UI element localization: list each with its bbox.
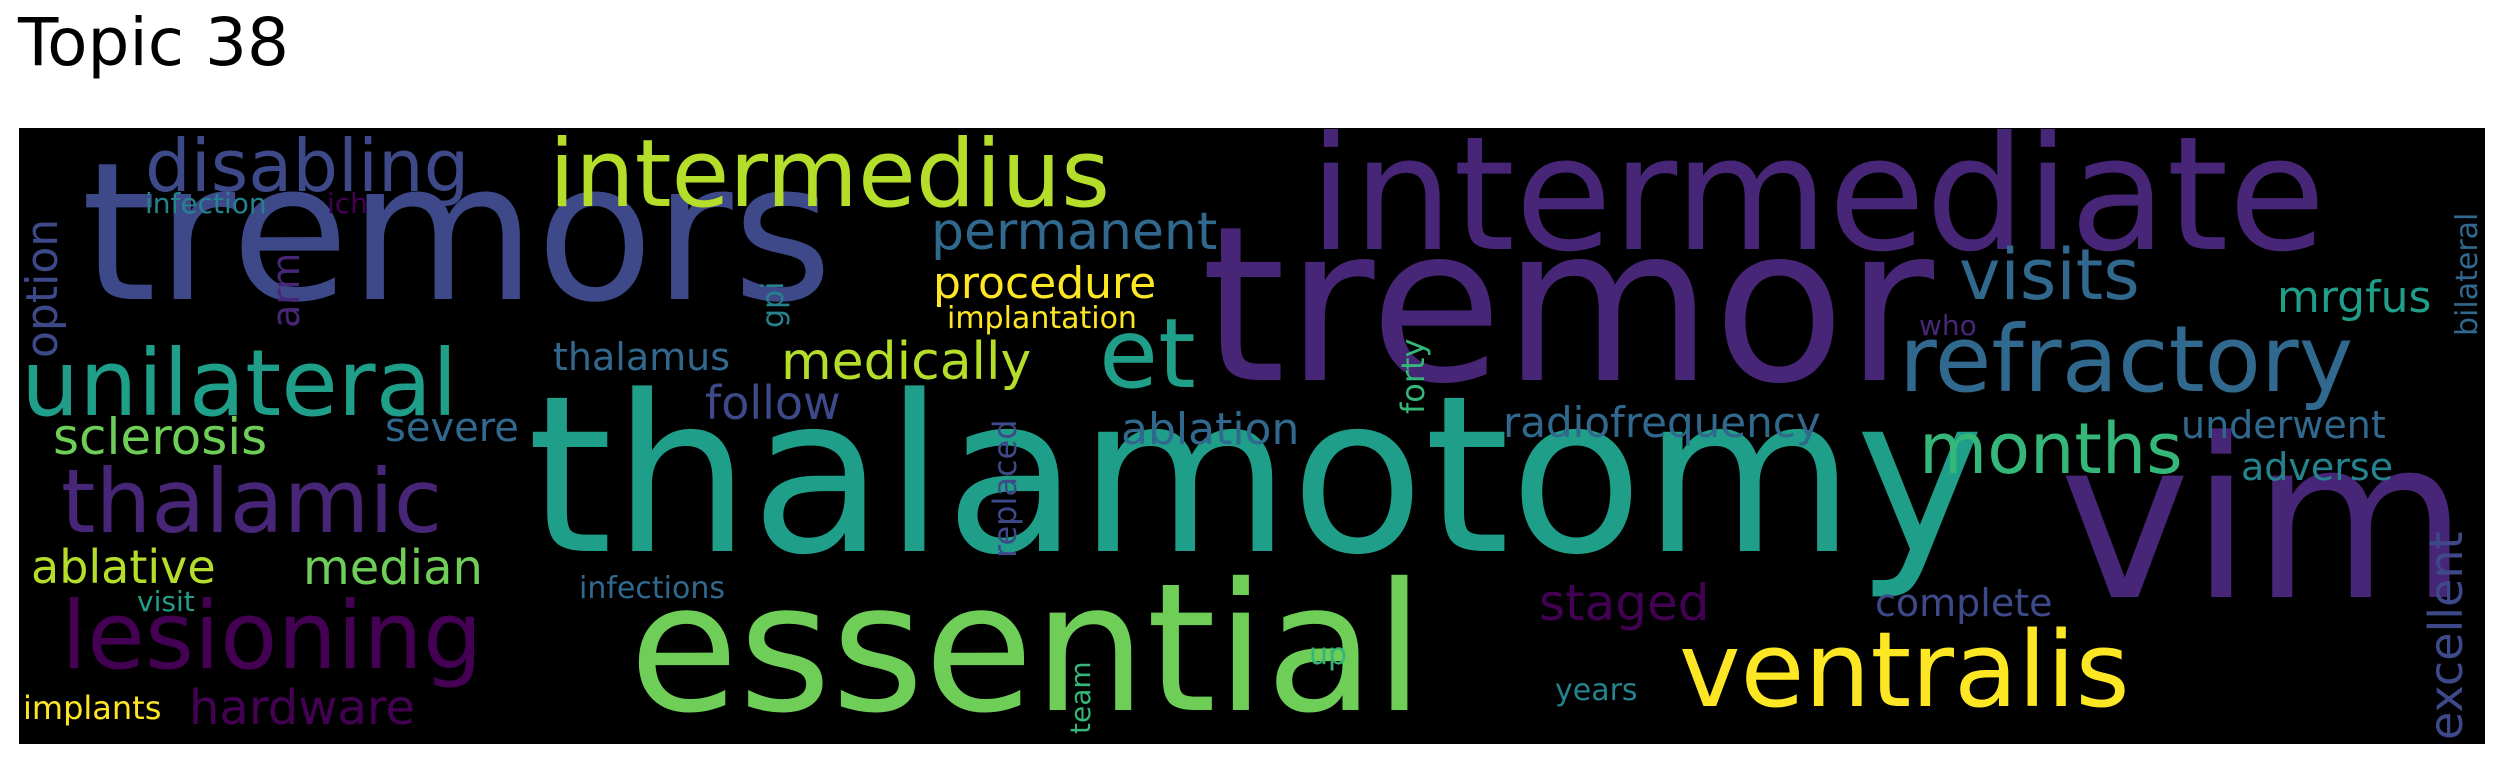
word-intermedius: intermedius [549,128,1111,229]
word-severe: severe [385,405,519,451]
word-excellent: excellent [2419,531,2473,740]
word-tremors: tremors [81,128,833,345]
word-lesioning: lesioning [61,582,483,691]
word-median: median [303,540,483,596]
word-up: up [1309,637,1348,672]
word-permanent: permanent [931,202,1218,262]
word-visits: visits [1959,234,2140,316]
word-ablative: ablative [31,540,216,594]
word-infections: infections [579,571,725,606]
word-ventralis: ventralis [1679,609,2130,731]
word-adverse: adverse [2241,445,2394,489]
word-bilateral: bilateral [2450,212,2485,336]
word-thalamic: thalamic [61,450,443,553]
word-staged: staged [1539,574,1710,632]
word-sclerosis: sclerosis [53,408,268,466]
chart-title: Topic 38 [18,4,289,81]
word-tremor: tremor [1201,180,1935,431]
word-months: months [1919,408,2183,490]
word-option: option [19,218,68,358]
word-disabling: disabling [145,128,470,208]
word-et: et [1099,298,1196,410]
word-cloud: tremors tremor intermediate thalamotomy … [19,128,2485,744]
word-ich: ich [327,187,368,220]
word-medically: medically [781,332,1032,392]
word-thalamotomy: thalamotomy [527,350,1985,603]
word-mrgfus: mrgfus [2277,272,2432,323]
word-radiofrequency: radiofrequency [1503,398,1821,447]
word-team: team [1064,661,1097,734]
word-implants: implants [23,689,162,727]
word-procedure: procedure [933,258,1157,309]
word-forty: forty [1394,338,1432,414]
word-unilateral: unilateral [21,330,458,437]
word-underwent: underwent [2181,403,2386,447]
word-complete: complete [1875,581,2053,625]
word-implantation: implantation [947,301,1137,336]
word-who: who [1919,309,1977,342]
word-intermediate: intermediate [1309,128,2326,287]
word-replaced: replaced [986,419,1024,558]
word-vim: vim [2059,392,2469,650]
word-gpi: gpi [756,281,791,328]
word-ablation: ablation [1121,404,1300,455]
word-visit: visit [137,585,195,618]
word-refractory: refractory [1899,306,2354,413]
word-thalamus: thalamus [553,335,731,379]
word-essential: essential [629,545,1425,744]
word-arm: arm [264,252,308,328]
word-hardware: hardware [189,680,416,736]
word-infection: infection [145,187,267,220]
word-follow: follow [705,376,841,430]
word-years: years [1555,673,1638,708]
